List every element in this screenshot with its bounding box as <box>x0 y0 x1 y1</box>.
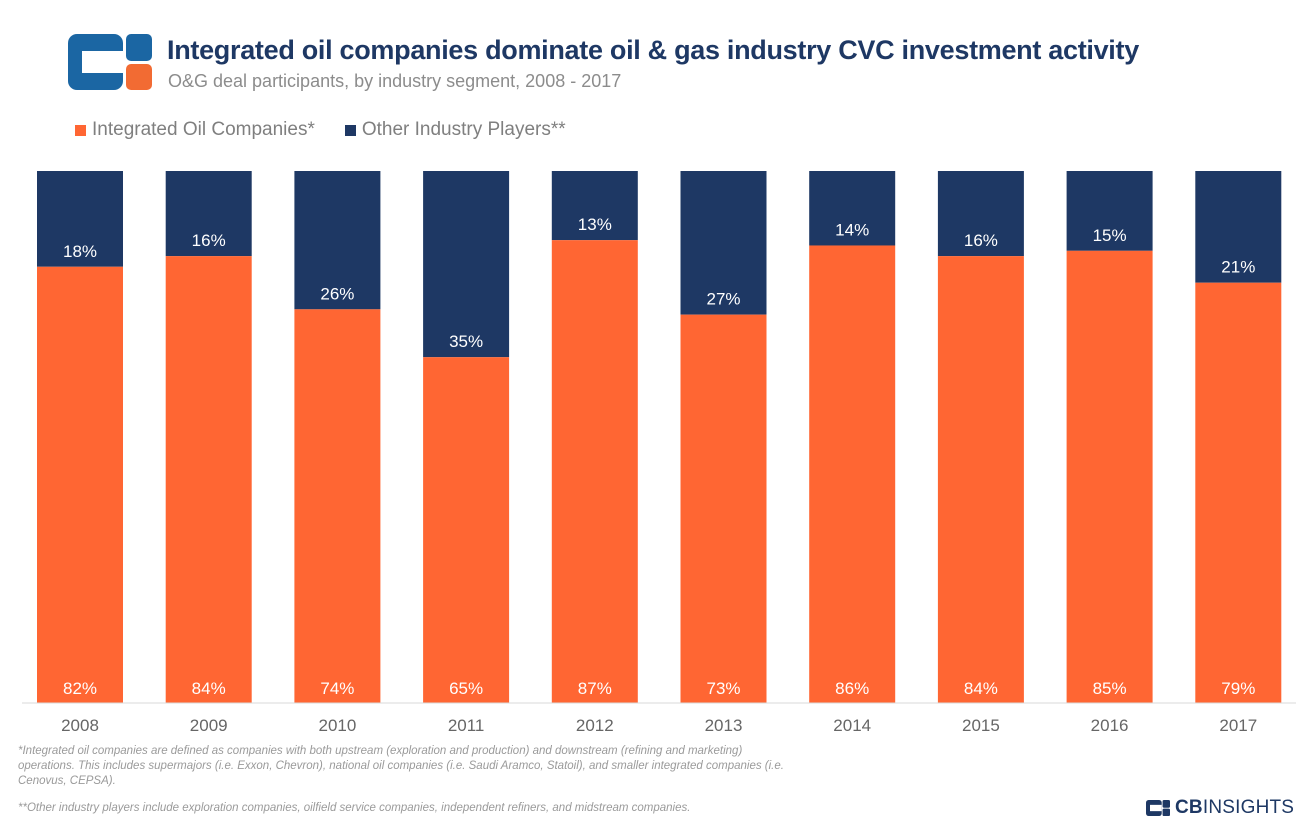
chart-title: Integrated oil companies dominate oil & … <box>167 35 1139 65</box>
chart-subtitle: O&G deal participants, by industry segme… <box>168 71 622 91</box>
brand-logo-icon <box>1146 800 1170 816</box>
data-label-integrated-2010: 74% <box>320 679 354 698</box>
data-label-other-2015: 16% <box>964 231 998 250</box>
data-label-integrated-2009: 84% <box>192 679 226 698</box>
brand-name-bold: CB <box>1175 797 1203 818</box>
legend-swatch-other <box>344 124 356 136</box>
x-tick-label-2009: 2009 <box>190 716 228 735</box>
x-tick-label-2008: 2008 <box>61 716 99 735</box>
bar-other-2014 <box>809 171 896 246</box>
x-tick-label-2012: 2012 <box>576 716 614 735</box>
bar-integrated-2015 <box>937 256 1024 703</box>
data-label-other-2017: 21% <box>1221 258 1255 277</box>
legend-swatch-integrated <box>75 124 86 136</box>
bar-integrated-2017 <box>1195 282 1282 703</box>
data-label-other-2013: 27% <box>706 290 740 309</box>
x-tick-label-2011: 2011 <box>448 716 485 735</box>
brand-footer: CBINSIGHTS <box>1146 797 1294 819</box>
bar-other-2017 <box>1195 171 1282 283</box>
brand-name-rest: INSIGHTS <box>1202 797 1295 818</box>
data-label-integrated-2012: 87% <box>578 679 612 698</box>
brand-name: CBINSIGHTS <box>1175 797 1294 819</box>
bar-other-2008 <box>37 171 123 267</box>
legend-label-other: Other Industry Players** <box>361 119 566 140</box>
data-label-other-2014: 14% <box>835 220 869 239</box>
bar-other-2010 <box>294 171 381 310</box>
bar-integrated-2012 <box>551 240 638 703</box>
legend-label-integrated: Integrated Oil Companies* <box>92 119 315 140</box>
data-label-other-2009: 16% <box>192 231 226 250</box>
cb-insights-logo <box>68 34 152 90</box>
bar-integrated-2016 <box>1066 250 1153 704</box>
x-tick-label-2015: 2015 <box>962 716 1000 735</box>
bar-integrated-2011 <box>423 357 510 703</box>
bar-integrated-2010 <box>294 309 381 703</box>
x-tick-label-2013: 2013 <box>705 716 743 735</box>
data-label-other-2008: 18% <box>63 242 97 261</box>
data-label-integrated-2011: 65% <box>449 679 483 698</box>
data-label-integrated-2008: 82% <box>63 679 97 698</box>
bar-integrated-2008 <box>37 266 123 703</box>
footnote-integrated: *Integrated oil companies are defined as… <box>18 745 784 787</box>
footnote-other: **Other industry players include explora… <box>18 802 691 814</box>
bar-integrated-2014 <box>809 245 896 704</box>
bar-integrated-2009 <box>165 256 252 703</box>
bar-other-2012 <box>551 171 638 241</box>
bar-integrated-2013 <box>680 314 767 703</box>
legend-item-other: Other Industry Players** <box>344 119 566 141</box>
data-label-other-2011: 35% <box>449 332 483 351</box>
legend-item-integrated: Integrated Oil Companies* <box>75 119 315 141</box>
bar-other-2011 <box>423 171 510 358</box>
x-tick-label-2016: 2016 <box>1091 716 1129 735</box>
stacked-bar-chart: 18% 82% 2008 16% 84% 2009 26% 74% 2010 35% 65% 2011… <box>22 171 1296 735</box>
bar-other-2013 <box>680 171 767 315</box>
data-label-other-2016: 15% <box>1093 226 1127 245</box>
data-label-other-2012: 13% <box>578 215 612 234</box>
chart-legend: Integrated Oil Companies* Other Industry… <box>75 119 566 141</box>
data-label-integrated-2017: 79% <box>1221 679 1255 698</box>
data-label-integrated-2013: 73% <box>706 679 740 698</box>
data-label-other-2010: 26% <box>320 284 354 303</box>
bar-other-2009 <box>165 171 252 257</box>
bar-other-2016 <box>1066 171 1153 251</box>
x-tick-label-2014: 2014 <box>833 716 871 735</box>
x-tick-label-2017: 2017 <box>1219 716 1257 735</box>
bar-other-2015 <box>937 171 1024 257</box>
data-label-integrated-2016: 85% <box>1093 679 1127 698</box>
data-label-integrated-2015: 84% <box>964 679 998 698</box>
data-label-integrated-2014: 86% <box>835 679 869 698</box>
x-tick-label-2010: 2010 <box>318 716 356 735</box>
